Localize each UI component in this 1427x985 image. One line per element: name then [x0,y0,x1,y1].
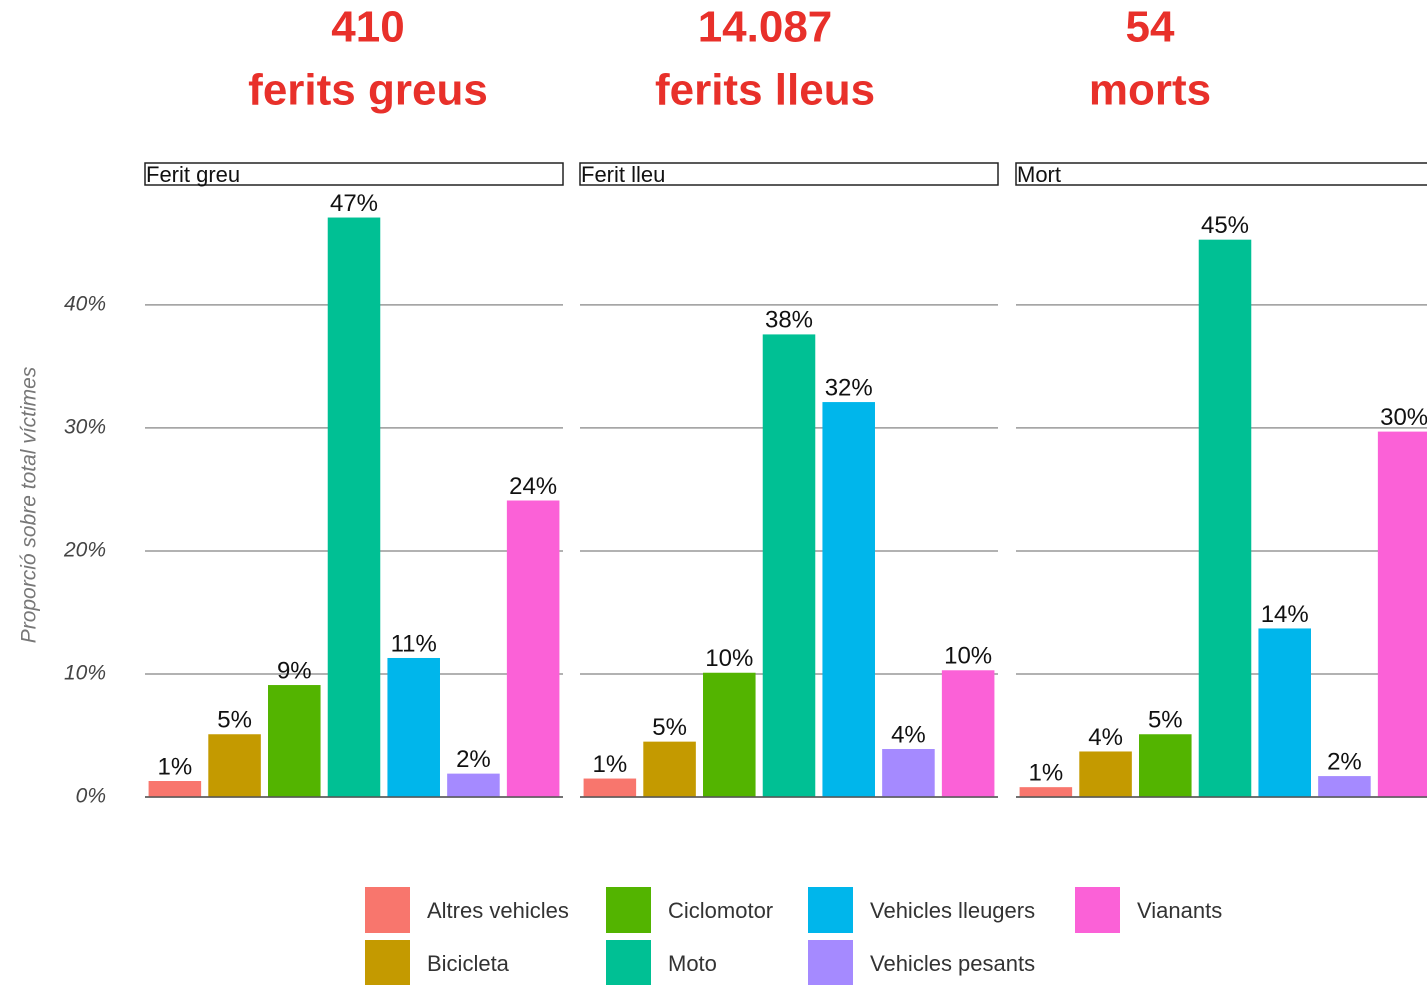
data-label: 4% [891,721,926,748]
data-label: 5% [652,714,687,741]
y-tick-label: 30% [64,415,106,438]
headline: ferits lleus [655,66,875,115]
bar [1139,734,1192,797]
data-label: 30% [1380,404,1427,431]
data-label: 5% [217,707,252,734]
legend-swatch [1075,887,1120,933]
data-label: 14% [1261,601,1309,628]
legend-label: Bicicleta [427,951,510,976]
bar [1318,776,1371,797]
bar [882,749,935,797]
data-label: 5% [1148,707,1183,734]
legend-label: Vehicles pesants [870,951,1035,976]
headline: 54 [1126,3,1175,52]
bar [762,334,816,797]
legend-label: Altres vehicles [427,898,569,923]
headline: 410 [331,3,404,52]
bar [583,778,637,797]
bar [1258,628,1311,797]
bar [148,781,202,797]
legend-swatch [365,887,410,933]
legend-label: Moto [668,951,717,976]
data-label: 10% [705,645,753,672]
data-label: 45% [1201,212,1249,239]
facet-strip [1015,162,1427,186]
y-tick-label: 0% [76,785,106,808]
data-label: 9% [277,657,312,684]
legend-swatch [808,940,853,985]
bar [208,734,261,797]
bar [506,500,560,797]
facet-strip [144,162,564,186]
data-label: 32% [825,374,873,401]
data-label: 2% [1327,748,1362,775]
y-tick-label: 10% [64,662,106,685]
y-axis-label: Proporció sobre total víctimes [18,366,41,643]
bar [822,402,875,797]
data-label: 1% [593,751,628,778]
y-tick-label: 40% [64,292,106,315]
data-label: 38% [765,307,813,334]
data-label: 1% [1029,760,1064,787]
legend-label: Ciclomotor [668,898,773,923]
facet-strip [579,162,999,186]
bar [941,670,995,797]
headline: morts [1089,66,1211,115]
bar [447,773,500,797]
y-tick-label: 20% [63,538,106,561]
facet-title: Ferit greu [146,162,240,187]
legend-swatch [606,940,651,985]
data-label: 11% [391,630,437,657]
bar [1377,431,1427,797]
legend-label: Vehicles lleugers [870,898,1035,923]
bar [387,657,440,797]
data-label: 10% [944,643,992,670]
bar [703,672,756,797]
data-label: 1% [158,753,193,780]
bar [1198,239,1252,797]
headline: ferits greus [248,66,488,115]
bar [643,741,696,797]
legend-swatch [808,887,853,933]
data-label: 2% [456,746,491,773]
bar [1019,787,1073,797]
data-label: 24% [509,473,557,500]
legend-swatch [606,887,651,933]
legend-swatch [365,940,410,985]
facet-title: Ferit lleu [581,162,665,187]
facet-title: Mort [1017,162,1061,187]
data-label: 47% [330,190,378,217]
bar [1079,751,1132,797]
legend-label: Vianants [1137,898,1222,923]
bar [327,217,381,797]
bar [268,685,321,797]
data-label: 4% [1088,724,1123,751]
headline: 14.087 [698,3,833,52]
